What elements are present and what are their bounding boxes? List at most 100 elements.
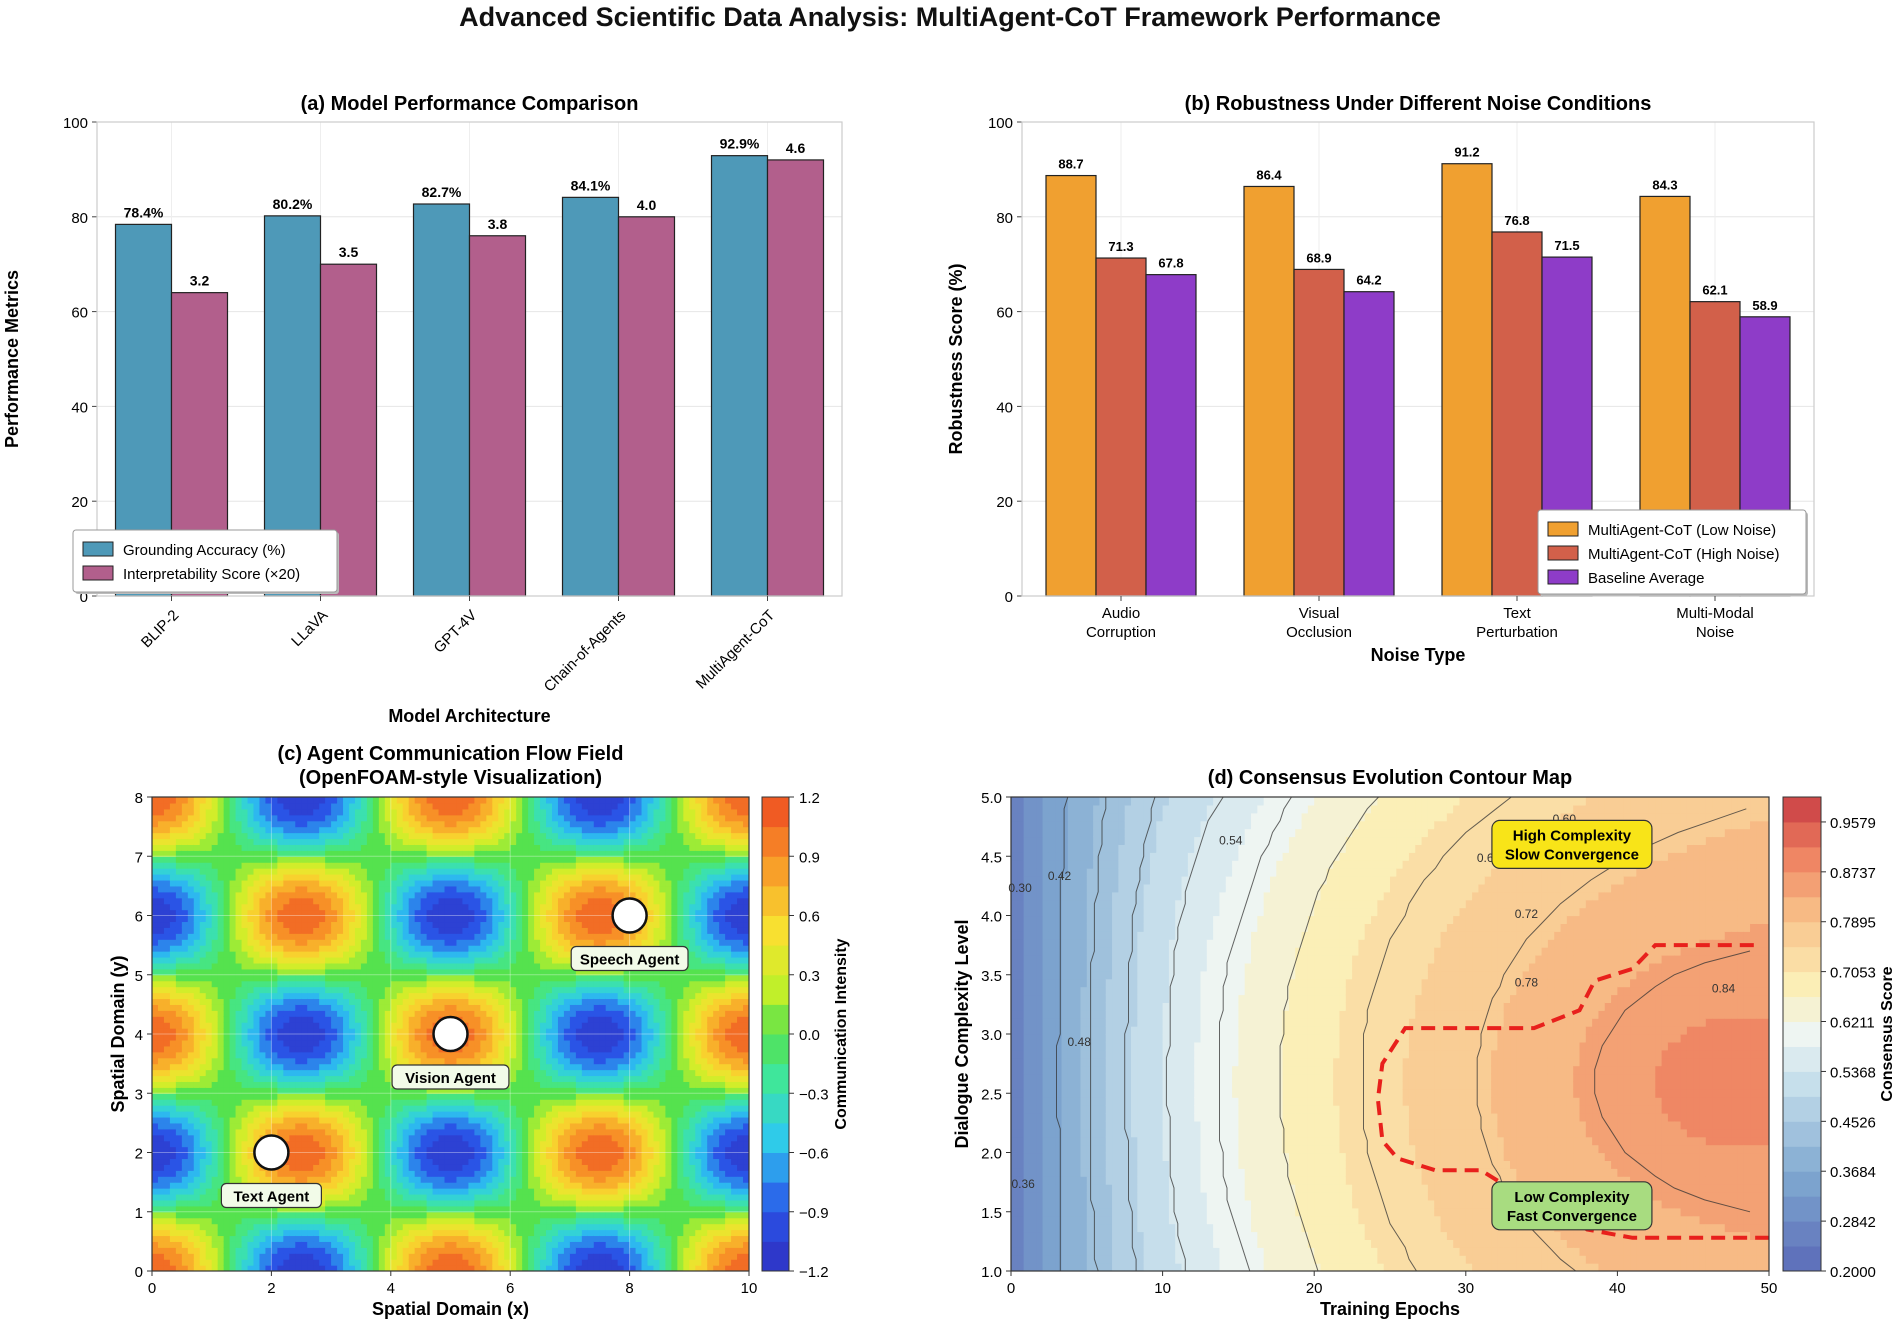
field-cell: [205, 1259, 213, 1266]
field-cell: [331, 962, 338, 970]
field-cell: [402, 1116, 410, 1124]
field-cell: [301, 951, 308, 958]
field-cell: [486, 1051, 493, 1059]
field-cell: [259, 1057, 267, 1065]
field-cell: [402, 820, 410, 828]
field-cell: [384, 1134, 392, 1142]
field-cell: [420, 1004, 428, 1011]
field-cell: [152, 1028, 159, 1035]
field-cell: [498, 921, 505, 928]
field-cell: [468, 1247, 475, 1254]
field-cell: [360, 1235, 368, 1242]
field-cell: [486, 1152, 493, 1160]
field-cell: [241, 1116, 249, 1124]
field-cell: [468, 927, 475, 934]
field-cell: [366, 915, 374, 923]
field-cell: [498, 1199, 505, 1207]
field-cell: [157, 1259, 165, 1266]
field-cell: [462, 1004, 470, 1011]
field-cell: [223, 1205, 231, 1213]
field-cell: [229, 927, 237, 934]
field-cell: [265, 844, 272, 851]
field-cell: [498, 1247, 505, 1254]
field-cell: [205, 832, 213, 840]
field-cell: [277, 939, 284, 946]
field-cell: [349, 897, 356, 905]
field-cell: [229, 1134, 237, 1142]
field-cell: [307, 856, 314, 863]
field-cell: [420, 1116, 428, 1124]
field-cell: [462, 1217, 470, 1225]
field-cell: [378, 1099, 386, 1106]
field-cell: [271, 897, 278, 905]
field-cell: [384, 879, 392, 887]
field-cell: [492, 1158, 499, 1165]
field-cell: [217, 986, 225, 994]
field-cell: [319, 814, 326, 822]
field-cell: [187, 1146, 195, 1154]
field-cell: [253, 856, 261, 863]
field-cell: [325, 1235, 332, 1242]
field-cell: [492, 1045, 499, 1053]
field-cell: [235, 1093, 243, 1100]
field-cell: [432, 1140, 440, 1148]
x-tick-label: Visual: [1299, 605, 1340, 622]
field-cell: [360, 1111, 368, 1118]
field-cell: [456, 1223, 464, 1231]
field-cell: [205, 1128, 213, 1136]
field-cell: [432, 826, 440, 834]
field-cell: [229, 945, 237, 952]
field-cell: [498, 1217, 505, 1225]
field-cell: [157, 1099, 165, 1106]
field-cell: [223, 1075, 231, 1082]
field-cell: [450, 1140, 458, 1148]
field-cell: [402, 1193, 410, 1201]
field-cell: [480, 797, 487, 804]
field-cell: [175, 1152, 183, 1160]
field-cell: [468, 1152, 475, 1160]
field-cell: [217, 1016, 225, 1023]
field-cell: [313, 992, 320, 1000]
field-cell: [217, 945, 225, 952]
field-cell: [360, 1188, 368, 1195]
field-cell: [492, 1223, 499, 1231]
field-cell: [420, 802, 428, 810]
field-cell: [152, 939, 159, 946]
field-cell: [199, 868, 207, 875]
field-cell: [205, 797, 213, 804]
field-cell: [325, 1199, 332, 1207]
field-cell: [337, 879, 344, 887]
field-cell: [187, 980, 195, 988]
field-cell: [229, 1034, 237, 1041]
field-cell: [253, 808, 261, 816]
field-cell: [163, 1247, 171, 1254]
field-cell: [193, 891, 201, 899]
field-cell: [313, 1010, 320, 1017]
field-cell: [271, 1075, 278, 1082]
field-cell: [235, 814, 243, 822]
field-cell: [169, 1229, 177, 1237]
field-cell: [253, 820, 261, 828]
field-cell: [343, 1247, 350, 1254]
field-cell: [384, 874, 392, 881]
field-cell: [271, 1122, 278, 1130]
field-cell: [486, 974, 493, 982]
field-cell: [289, 1217, 296, 1225]
field-cell: [462, 1247, 470, 1254]
field-cell: [486, 921, 493, 928]
field-cell: [450, 1182, 458, 1189]
bar: [1491, 231, 1543, 597]
field-cell: [175, 903, 183, 911]
field-cell: [157, 1164, 165, 1171]
field-cell: [408, 1182, 416, 1189]
field-cell: [390, 797, 398, 804]
field-cell: [360, 1229, 368, 1237]
field-cell: [456, 1247, 464, 1254]
field-cell: [343, 927, 350, 934]
field-cell: [402, 1176, 410, 1183]
field-cell: [152, 1158, 159, 1165]
field-cell: [438, 1004, 446, 1011]
field-cell: [402, 1223, 410, 1231]
field-cell: [402, 1146, 410, 1154]
field-cell: [163, 820, 171, 828]
